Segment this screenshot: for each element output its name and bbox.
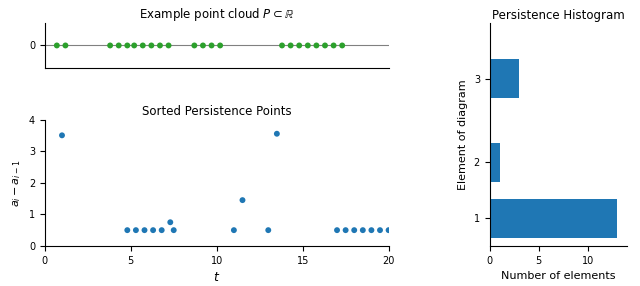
Point: [320, 43, 330, 48]
Point: [375, 228, 385, 233]
Title: Sorted Persistence Points: Sorted Persistence Points: [142, 105, 291, 118]
X-axis label: $t$: $t$: [213, 271, 220, 284]
Point: [129, 43, 140, 48]
Point: [57, 133, 67, 138]
Point: [138, 43, 148, 48]
Point: [105, 43, 115, 48]
Point: [311, 43, 321, 48]
Point: [332, 228, 342, 233]
Point: [358, 228, 368, 233]
Point: [189, 43, 200, 48]
Point: [294, 43, 305, 48]
Point: [122, 228, 132, 233]
Point: [207, 43, 217, 48]
Point: [277, 43, 287, 48]
Point: [340, 228, 351, 233]
X-axis label: Number of elements: Number of elements: [501, 271, 616, 281]
Point: [155, 43, 165, 48]
Bar: [490, 59, 519, 98]
Point: [168, 228, 179, 233]
Point: [52, 43, 62, 48]
Point: [113, 43, 124, 48]
Point: [349, 228, 359, 233]
Point: [163, 43, 173, 48]
Point: [165, 220, 175, 225]
Title: Persistence Histogram: Persistence Histogram: [492, 9, 625, 22]
Bar: [490, 198, 618, 238]
Bar: [490, 143, 499, 182]
Point: [383, 228, 394, 233]
Point: [337, 43, 348, 48]
Point: [147, 43, 157, 48]
Point: [285, 43, 296, 48]
Point: [60, 43, 70, 48]
Point: [228, 228, 239, 233]
Point: [366, 228, 376, 233]
Point: [303, 43, 313, 48]
Point: [237, 198, 248, 202]
Title: Example point cloud $P \subset \mathbb{R}$: Example point cloud $P \subset \mathbb{R…: [139, 6, 294, 23]
Y-axis label: Element of diagram: Element of diagram: [458, 79, 468, 190]
Point: [157, 228, 167, 233]
Point: [328, 43, 339, 48]
Point: [198, 43, 208, 48]
Point: [140, 228, 150, 233]
Point: [263, 228, 273, 233]
Point: [148, 228, 158, 233]
Point: [131, 228, 141, 233]
Point: [215, 43, 225, 48]
Y-axis label: $a_i - a_{i-1}$: $a_i - a_{i-1}$: [12, 159, 23, 206]
Point: [272, 132, 282, 136]
Point: [122, 43, 132, 48]
